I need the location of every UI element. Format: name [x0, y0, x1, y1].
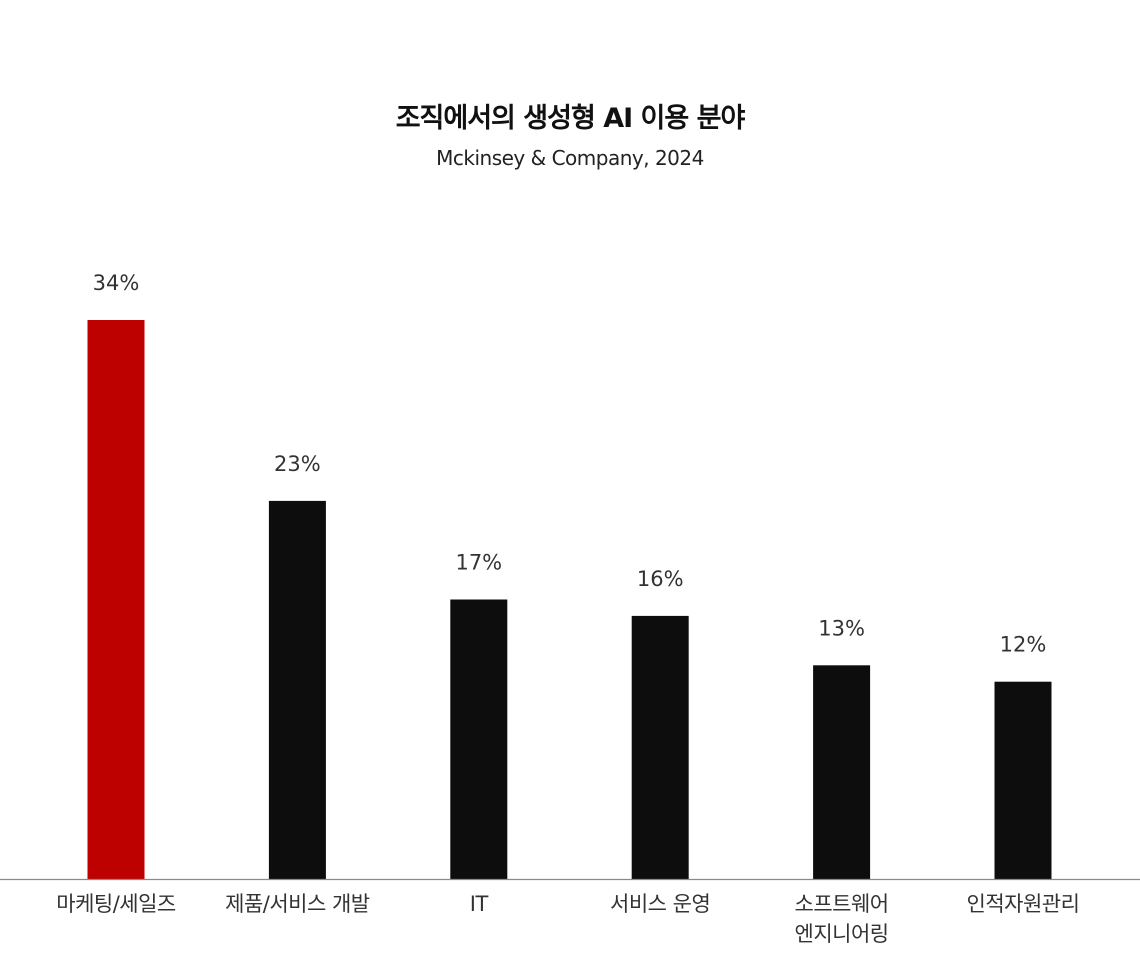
bar-5 — [994, 681, 1052, 879]
bar-3 — [631, 615, 689, 879]
category-label-4-line-0: 소프트웨어 — [795, 892, 889, 916]
category-label-3: 서비스 운영 — [610, 892, 710, 916]
category-label-0: 마케팅/세일즈 — [56, 892, 176, 916]
value-label-1: 23% — [274, 452, 321, 476]
category-label-2: IT — [470, 892, 489, 916]
bar-0 — [87, 320, 145, 879]
bar-1 — [268, 500, 326, 879]
chart-subtitle: Mckinsey & Company, 2024 — [436, 146, 704, 170]
value-label-3: 16% — [637, 567, 684, 591]
bar-4 — [813, 665, 871, 879]
value-label-2: 17% — [455, 551, 502, 575]
value-label-4: 13% — [818, 616, 865, 640]
bar-2 — [450, 599, 508, 879]
category-label-1: 제품/서비스 개발 — [225, 892, 370, 916]
category-label-4-line-1: 엔지니어링 — [795, 922, 889, 946]
category-label-5: 인적자원관리 — [967, 892, 1080, 916]
value-label-5: 12% — [1000, 633, 1047, 657]
value-label-0: 34% — [93, 271, 140, 295]
chart-title: 조직에서의 생성형 AI 이용 분야 — [395, 103, 746, 134]
